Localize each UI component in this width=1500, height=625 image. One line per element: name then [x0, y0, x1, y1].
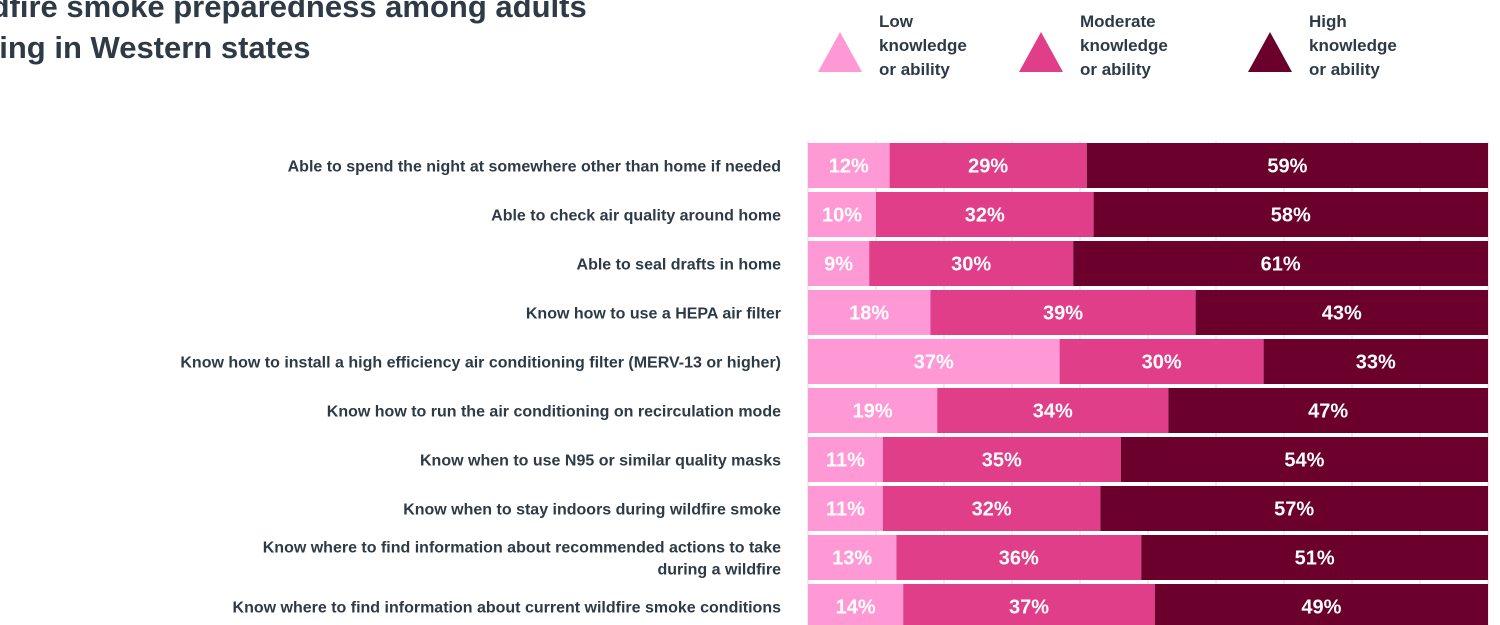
bar-segment-high: [1100, 486, 1488, 531]
category-label-line: Know where to find information about cur…: [233, 600, 782, 617]
category-label: Know where to find information about cur…: [233, 600, 782, 617]
data-label-low: 9%: [824, 254, 853, 276]
category-label-line: Know how to run the air conditioning on …: [327, 404, 781, 421]
bar-segment-high: [1073, 241, 1488, 286]
data-label-low: 14%: [836, 597, 876, 619]
category-label-line: Know how to use a HEPA air filter: [526, 306, 781, 323]
bar-segment-high: [1168, 388, 1488, 433]
data-label-moderate: 30%: [951, 254, 991, 276]
data-label-low: 10%: [822, 205, 862, 227]
category-label-line: Know when to stay indoors during wildfir…: [403, 502, 781, 519]
data-label-moderate: 39%: [1043, 303, 1083, 325]
category-label: Able to check air quality around home: [491, 208, 781, 225]
bar-segment-moderate: [869, 241, 1074, 286]
legend-low-swatch: [818, 32, 862, 72]
bar-segment-low: [808, 192, 876, 237]
data-label-high: 33%: [1356, 352, 1396, 374]
bar-segment-low: [808, 388, 938, 433]
bar-segment-high: [1086, 143, 1488, 188]
data-label-moderate: 34%: [1033, 401, 1073, 423]
data-label-moderate: 36%: [999, 548, 1039, 570]
bar-segment-low: [808, 290, 931, 335]
data-label-high: 51%: [1295, 548, 1335, 570]
bar-segment-moderate: [930, 290, 1196, 335]
legend-low-triangle-icon: [818, 32, 862, 72]
bar-segment-moderate: [937, 388, 1169, 433]
legend-moderate-label: Moderate knowledge or ability: [1080, 12, 1168, 79]
data-label-high: 43%: [1322, 303, 1362, 325]
category-label-line: Able to seal drafts in home: [577, 257, 782, 274]
legend-high-triangle-icon: [1248, 32, 1292, 72]
data-label-moderate: 35%: [982, 450, 1022, 472]
data-label-high: 59%: [1267, 156, 1307, 178]
category-label: Able to spend the night at somewhere oth…: [288, 159, 781, 176]
category-label: Know how to use a HEPA air filter: [526, 306, 781, 323]
data-label-moderate: 32%: [965, 205, 1005, 227]
legend-high-label: High knowledge or ability: [1309, 12, 1397, 79]
category-label: Know how to install a high efficiency ai…: [180, 355, 781, 372]
data-label-high: 61%: [1261, 254, 1301, 276]
category-label: Know how to run the air conditioning on …: [327, 404, 781, 421]
category-label-line: Know when to use N95 or similar quality …: [420, 453, 781, 470]
data-label-moderate: 30%: [1142, 352, 1182, 374]
category-label-line: Able to spend the night at somewhere oth…: [288, 159, 781, 176]
category-label-line: Know where to find information about rec…: [263, 540, 781, 557]
data-label-moderate: 29%: [968, 156, 1008, 178]
data-label-low: 18%: [849, 303, 889, 325]
legend-item-moderate: Moderate knowledge or ability: [1019, 10, 1200, 82]
category-label: Able to seal drafts in home: [577, 257, 782, 274]
data-label-low: 12%: [829, 156, 869, 178]
category-label-line: during a wildfire: [657, 562, 781, 579]
data-label-low: 37%: [914, 352, 954, 374]
category-label: Know when to use N95 or similar quality …: [420, 453, 781, 470]
bar-segment-moderate: [896, 535, 1142, 580]
data-label-moderate: 32%: [972, 499, 1012, 521]
data-label-high: 54%: [1284, 450, 1324, 472]
category-label-line: Able to check air quality around home: [491, 208, 781, 225]
legend-high-swatch: [1248, 32, 1292, 72]
bar-segment-moderate: [889, 143, 1087, 188]
bar-segment-high: [1195, 290, 1488, 335]
category-label: Know when to stay indoors during wildfir…: [403, 502, 781, 519]
bar-segment-moderate: [1059, 339, 1264, 384]
data-label-low: 19%: [853, 401, 893, 423]
bar-segment-low: [808, 584, 904, 625]
data-label-moderate: 37%: [1009, 597, 1049, 619]
bar-segment-low: [808, 143, 890, 188]
data-label-high: 47%: [1308, 401, 1348, 423]
bar-segment-low: [808, 486, 883, 531]
bar-segment-moderate: [903, 584, 1155, 625]
legend-item-high: High knowledge or ability: [1248, 10, 1429, 82]
data-label-high: 58%: [1271, 205, 1311, 227]
legend-item-low: Low knowledge or ability: [818, 10, 999, 82]
bar-segment-low: [808, 241, 870, 286]
legend-low-label: Low knowledge or ability: [879, 12, 967, 79]
legend-moderate-swatch: [1019, 32, 1063, 72]
data-label-high: 57%: [1274, 499, 1314, 521]
bar-segment-high: [1263, 339, 1488, 384]
data-label-low: 13%: [832, 548, 872, 570]
category-label: Know where to find information about rec…: [263, 540, 781, 579]
data-label-low: 11%: [826, 499, 865, 521]
bar-segment-moderate: [882, 486, 1101, 531]
bar-segment-high: [1141, 535, 1488, 580]
bar-segment-low: [808, 437, 883, 482]
bar-segment-moderate: [876, 192, 1094, 237]
category-label-line: Know how to install a high efficiency ai…: [180, 355, 781, 372]
bar-segment-moderate: [882, 437, 1121, 482]
bar-segment-high: [1093, 192, 1488, 237]
chart-title: ldfire smoke preparedness among adults vi…: [0, 0, 587, 65]
bar-segment-low: [808, 535, 897, 580]
data-label-low: 11%: [826, 450, 865, 472]
legend-moderate-triangle-icon: [1019, 32, 1063, 72]
bar-segment-high: [1120, 437, 1488, 482]
bar-segment-low: [808, 339, 1060, 384]
data-label-high: 49%: [1301, 597, 1341, 619]
bar-segment-high: [1154, 584, 1488, 625]
